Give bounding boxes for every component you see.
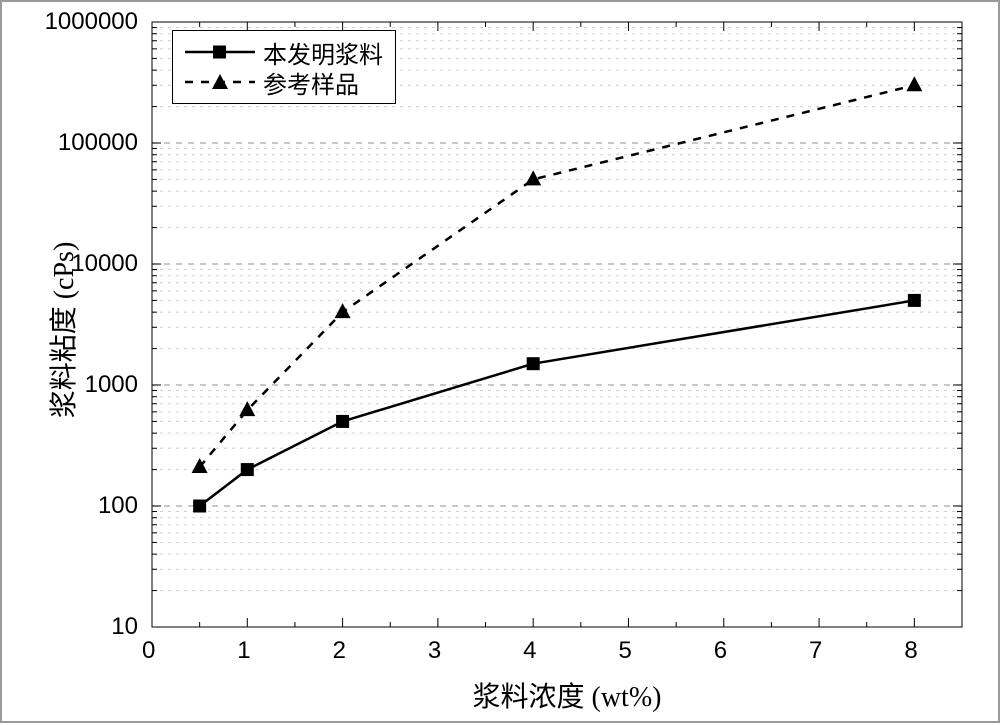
y-tick-label: 100	[98, 492, 138, 520]
y-tick-label: 1000000	[45, 8, 138, 36]
legend-row-invention: 本发明浆料	[185, 37, 383, 67]
x-tick-label: 1	[237, 637, 250, 665]
y-tick-label: 100000	[58, 129, 138, 157]
x-tick-label: 4	[523, 637, 536, 665]
x-tick-label: 2	[333, 637, 346, 665]
chart-legend: 本发明浆料 参考样品	[172, 30, 396, 104]
y-axis-title: 浆料粘度 (cPs)	[42, 230, 82, 430]
x-tick-label: 7	[809, 637, 822, 665]
x-axis-title: 浆料浓度 (wt%)	[457, 675, 677, 715]
legend-text-reference: 参考样品	[263, 65, 359, 100]
x-tick-label: 0	[142, 637, 155, 665]
x-tick-label: 6	[714, 637, 727, 665]
x-tick-label: 5	[618, 637, 631, 665]
x-tick-label: 8	[904, 637, 917, 665]
chart-outer-frame: 101001000100001000001000000 012345678 浆料…	[0, 0, 1000, 723]
y-tick-label: 1000	[85, 371, 138, 399]
y-tick-label: 10	[111, 613, 138, 641]
legend-swatch-invention	[185, 42, 255, 62]
legend-swatch-reference	[185, 72, 255, 92]
chart-svg	[2, 2, 1000, 725]
x-tick-label: 3	[428, 637, 441, 665]
legend-row-reference: 参考样品	[185, 67, 383, 97]
